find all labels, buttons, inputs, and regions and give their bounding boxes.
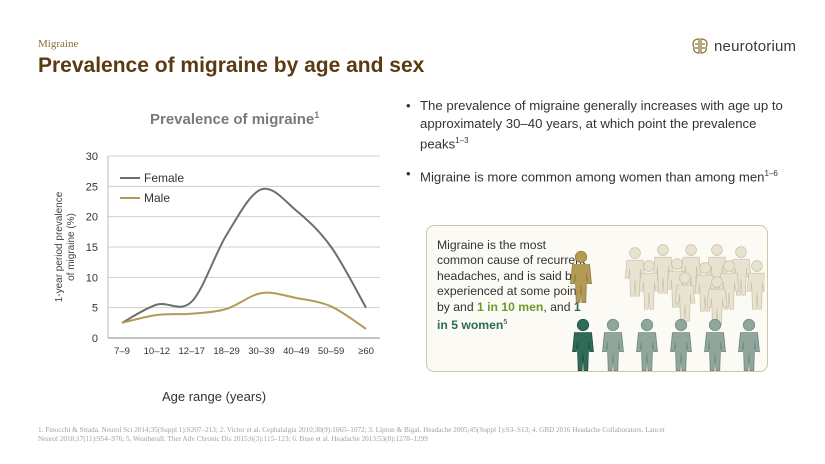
x-tick-label: 40–49 (283, 346, 309, 357)
logo-text: neurotorium (714, 37, 797, 55)
x-tick-label: 10–12 (144, 346, 170, 357)
y-tick-label: 5 (92, 303, 98, 315)
y-tick-label: 30 (86, 151, 98, 163)
series-line-female (121, 187, 367, 324)
woman-icon (670, 318, 692, 371)
callout-text: Migraine is the most common cause of rec… (437, 238, 586, 333)
person-icon (718, 260, 740, 310)
y-tick-label: 10 (86, 272, 98, 284)
prevalence-chart: 0 5 10 15 20 25 30 7–9 10–12 12–17 18–29 30–39 40–49… (54, 151, 380, 404)
x-axis-title: Age range (years) (162, 389, 266, 404)
page-title: Prevalence of migraine by age and sex (38, 54, 425, 77)
chart-title: Prevalence of migraine1 (150, 110, 320, 128)
woman-icon (602, 318, 624, 371)
bullet-list: The prevalence of migraine generally inc… (404, 97, 784, 198)
person-icon (624, 247, 646, 297)
people-figures (570, 244, 765, 371)
legend-label-male: Male (144, 191, 170, 205)
woman-icon (704, 318, 726, 371)
y-tick-label: 15 (86, 242, 98, 254)
section-label: Migraine (38, 38, 79, 50)
legend-label-female: Female (144, 171, 184, 185)
x-tick-label: ≥60 (358, 346, 374, 357)
bullet-item: Migraine is more common among women than… (404, 165, 784, 186)
person-icon (746, 260, 765, 310)
woman-icon (636, 318, 658, 371)
x-tick-label: 12–17 (179, 346, 205, 357)
person-icon (638, 260, 660, 310)
callout-box: Migraine is the most common cause of rec… (426, 225, 768, 372)
women-highlight: 1 in 5 women (437, 299, 581, 333)
x-tick-label: 50–59 (318, 346, 344, 357)
bullet-item: The prevalence of migraine generally inc… (404, 97, 784, 153)
x-tick-label: 7–9 (114, 346, 130, 357)
references: 1. Finocchi & Strada. Neurol Sci 2014;35… (38, 426, 665, 443)
man-highlight-icon (570, 250, 592, 303)
y-axis-title: of migraine (%) (66, 213, 77, 281)
y-tick-label: 20 (86, 212, 98, 224)
logo: neurotorium (690, 36, 796, 56)
woman-icon (738, 318, 760, 371)
brain-logo-icon (692, 38, 708, 54)
y-tick-label: 25 (86, 181, 98, 193)
y-axis-title: 1-year period prevalence (54, 191, 65, 302)
person-icon (674, 272, 696, 322)
men-highlight: 1 in 10 men (476, 299, 544, 314)
series-line-male (121, 291, 367, 330)
y-tick-label: 0 (92, 333, 98, 345)
x-tick-label: 18–29 (213, 346, 239, 357)
person-icon (694, 262, 716, 312)
x-tick-label: 30–39 (248, 346, 274, 357)
woman-highlight-icon (572, 318, 594, 371)
person-icon (706, 276, 728, 326)
